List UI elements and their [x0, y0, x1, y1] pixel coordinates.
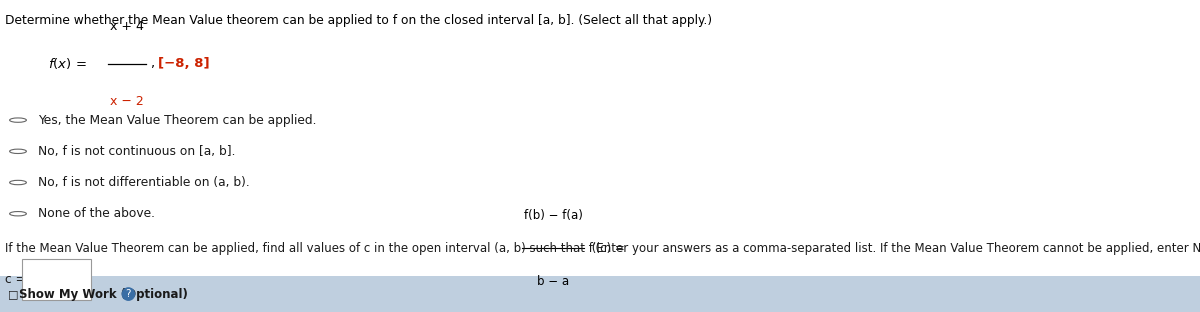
Text: c =: c =: [5, 273, 25, 286]
Text: Show My Work (Optional): Show My Work (Optional): [19, 288, 188, 300]
Text: Yes, the Mean Value Theorem can be applied.: Yes, the Mean Value Theorem can be appli…: [38, 114, 317, 127]
Text: None of the above.: None of the above.: [38, 207, 156, 220]
Text: $\mathit{f}$($\mathit{x}$) =: $\mathit{f}$($\mathit{x}$) =: [48, 56, 88, 71]
Text: [−8, 8]: [−8, 8]: [158, 57, 210, 71]
FancyBboxPatch shape: [0, 276, 1200, 312]
Text: x + 4: x + 4: [110, 20, 144, 33]
Text: x − 2: x − 2: [110, 95, 144, 108]
Text: □: □: [8, 289, 19, 299]
Text: ,: ,: [150, 57, 154, 71]
FancyBboxPatch shape: [22, 259, 91, 300]
Text: f(b) − f(a): f(b) − f(a): [523, 208, 583, 222]
Text: (Enter your answers as a comma-separated list. If the Mean Value Theorem cannot : (Enter your answers as a comma-separated…: [588, 241, 1200, 255]
Text: b − a: b − a: [538, 275, 569, 288]
Text: No, f is not continuous on [a, b].: No, f is not continuous on [a, b].: [38, 145, 236, 158]
Text: ?: ?: [126, 289, 131, 299]
Text: Determine whether the Mean Value theorem can be applied to f on the closed inter: Determine whether the Mean Value theorem…: [5, 14, 712, 27]
Text: If the Mean Value Theorem can be applied, find all values of c in the open inter: If the Mean Value Theorem can be applied…: [5, 241, 629, 255]
Text: No, f is not differentiable on (a, b).: No, f is not differentiable on (a, b).: [38, 176, 250, 189]
